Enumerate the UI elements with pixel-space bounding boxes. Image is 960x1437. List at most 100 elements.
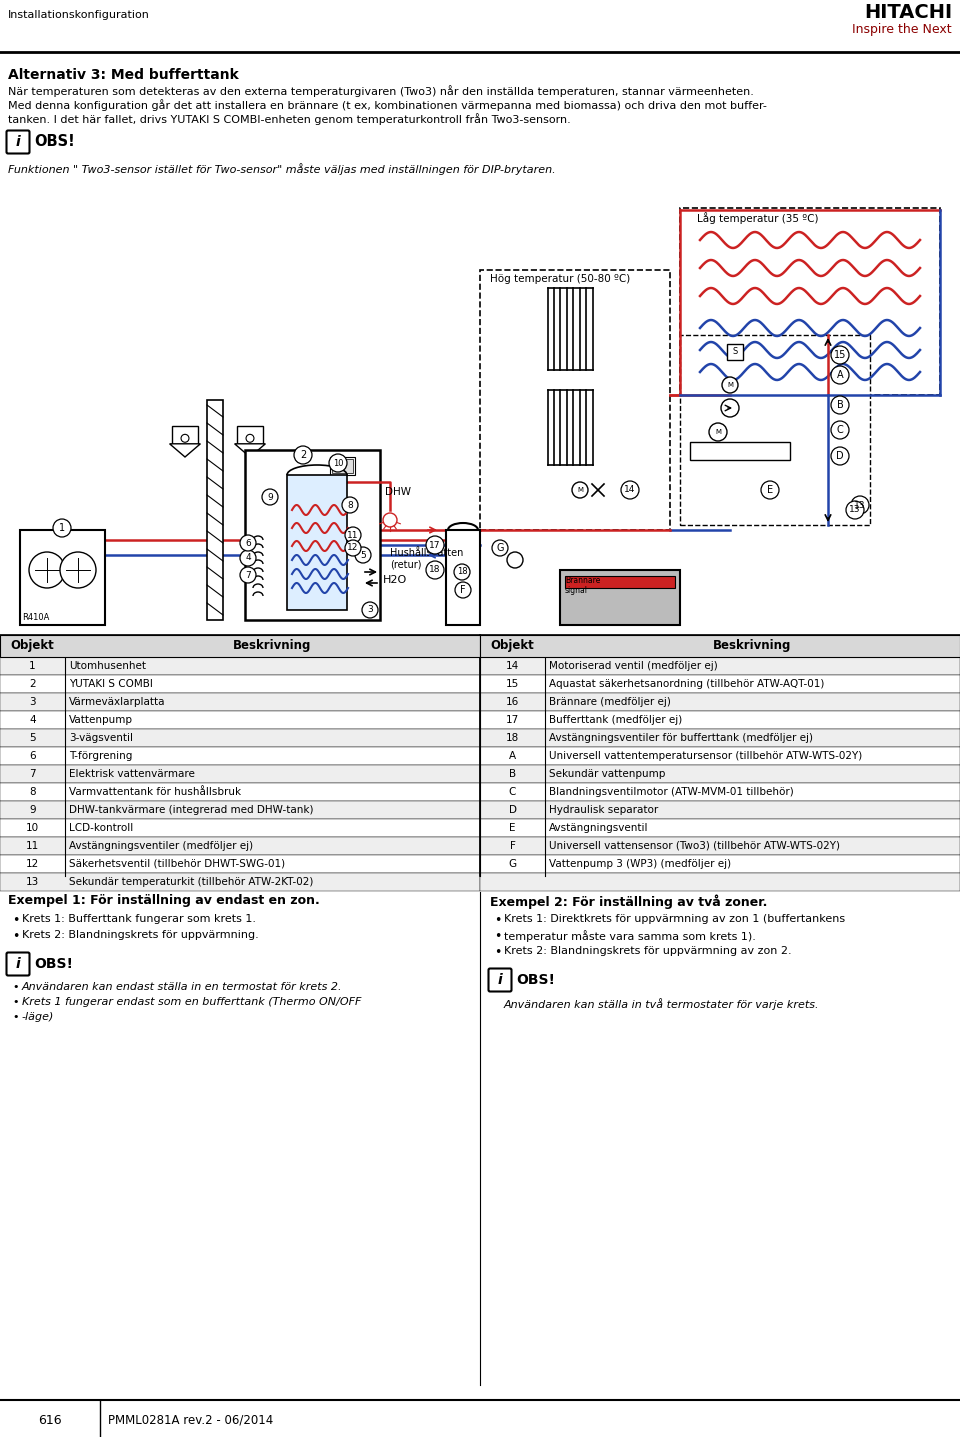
- Text: 3-vägsventil: 3-vägsventil: [69, 733, 133, 743]
- Text: Värmeväxlarplatta: Värmeväxlarplatta: [69, 697, 165, 707]
- Text: 17: 17: [506, 716, 519, 726]
- Text: 10: 10: [333, 458, 344, 467]
- Text: B: B: [836, 399, 844, 410]
- Bar: [766, 443, 768, 460]
- Bar: [756, 443, 758, 460]
- Bar: [760, 443, 762, 460]
- Circle shape: [426, 560, 444, 579]
- Bar: [0, 729, 480, 747]
- Text: 11: 11: [348, 530, 359, 539]
- Text: C: C: [836, 425, 844, 435]
- Text: 13: 13: [850, 506, 861, 514]
- Circle shape: [761, 481, 779, 499]
- Text: Installationskonfiguration: Installationskonfiguration: [8, 10, 150, 20]
- Text: Beskrivning: Beskrivning: [233, 639, 312, 652]
- Bar: [692, 443, 694, 460]
- Text: Objekt: Objekt: [11, 639, 55, 652]
- Text: i: i: [497, 973, 502, 987]
- Bar: [480, 819, 960, 836]
- Bar: [480, 783, 960, 800]
- Circle shape: [294, 445, 312, 464]
- Text: DHW: DHW: [385, 487, 411, 497]
- Bar: [764, 443, 766, 460]
- Text: S: S: [732, 348, 737, 356]
- Bar: [480, 800, 960, 819]
- Text: Sekundär vattenpump: Sekundär vattenpump: [549, 769, 665, 779]
- Text: 11: 11: [26, 841, 39, 851]
- Text: Brännare
signal: Brännare signal: [565, 576, 600, 595]
- Text: M: M: [715, 430, 721, 435]
- Text: OBS!: OBS!: [516, 973, 555, 987]
- Circle shape: [246, 434, 254, 443]
- Circle shape: [846, 502, 864, 519]
- Text: H2O: H2O: [383, 575, 407, 585]
- Circle shape: [383, 513, 397, 527]
- Text: 9: 9: [29, 805, 36, 815]
- Text: Krets 1: Direktkrets för uppvärmning av zon 1 (buffertankens: Krets 1: Direktkrets för uppvärmning av …: [504, 914, 845, 924]
- Bar: [762, 443, 764, 460]
- Text: D: D: [836, 451, 844, 461]
- Circle shape: [345, 540, 361, 556]
- Text: 17: 17: [429, 540, 441, 549]
- Bar: [560, 570, 680, 625]
- Bar: [726, 443, 728, 460]
- Text: 9: 9: [267, 493, 273, 502]
- Text: Låg temperatur (35 ºC): Låg temperatur (35 ºC): [697, 213, 819, 224]
- Bar: [768, 443, 770, 460]
- Circle shape: [831, 397, 849, 414]
- Text: 18: 18: [429, 566, 441, 575]
- Bar: [0, 675, 480, 693]
- Bar: [332, 458, 353, 473]
- Bar: [712, 443, 714, 460]
- Bar: [784, 443, 786, 460]
- Bar: [758, 443, 760, 460]
- Bar: [480, 635, 960, 657]
- Text: Användaren kan endast ställa in en termostat för krets 2.: Användaren kan endast ställa in en termo…: [22, 981, 343, 992]
- Circle shape: [329, 454, 347, 471]
- Text: E: E: [509, 823, 516, 833]
- Text: Universell vattentemperatursensor (tillbehör ATW-WTS-02Y): Universell vattentemperatursensor (tillb…: [549, 752, 862, 762]
- Text: Säkerhetsventil (tillbehör DHWT-SWG-01): Säkerhetsventil (tillbehör DHWT-SWG-01): [69, 859, 285, 869]
- Bar: [0, 783, 480, 800]
- Bar: [0, 855, 480, 874]
- Text: Bufferttank (medföljer ej): Bufferttank (medföljer ej): [549, 716, 683, 726]
- Text: tanken. I det här fallet, drivs YUTAKI S COMBI-enheten genom temperaturkontroll : tanken. I det här fallet, drivs YUTAKI S…: [8, 114, 571, 125]
- Bar: [716, 443, 718, 460]
- Bar: [742, 443, 744, 460]
- Text: Avstängningsventiler (medföljer ej): Avstängningsventiler (medföljer ej): [69, 841, 253, 851]
- Text: Med denna konfiguration går det att installera en brännare (t ex, kombinationen : Med denna konfiguration går det att inst…: [8, 99, 767, 111]
- Text: 4: 4: [245, 553, 251, 562]
- Bar: [724, 443, 726, 460]
- Circle shape: [455, 582, 471, 598]
- Text: Elektrisk vattenvärmare: Elektrisk vattenvärmare: [69, 769, 195, 779]
- Bar: [727, 343, 743, 361]
- Text: •: •: [12, 997, 18, 1007]
- Circle shape: [831, 421, 849, 438]
- Text: Vattenpump: Vattenpump: [69, 716, 133, 726]
- Circle shape: [53, 519, 71, 537]
- Text: 18: 18: [506, 733, 519, 743]
- Bar: [690, 443, 692, 460]
- Circle shape: [831, 346, 849, 364]
- Bar: [698, 443, 700, 460]
- Text: i: i: [15, 135, 20, 149]
- Text: 6: 6: [245, 539, 251, 547]
- Text: -läge): -läge): [22, 1012, 55, 1022]
- Text: E: E: [767, 486, 773, 494]
- FancyBboxPatch shape: [489, 969, 512, 992]
- Bar: [565, 576, 675, 588]
- Bar: [720, 443, 722, 460]
- Text: 3: 3: [29, 697, 36, 707]
- Circle shape: [240, 568, 256, 583]
- Text: C: C: [509, 787, 516, 798]
- Text: 7: 7: [245, 570, 251, 579]
- Bar: [748, 443, 750, 460]
- Bar: [738, 443, 740, 460]
- Text: Sekundär temperaturkit (tillbehör ATW-2KT-02): Sekundär temperaturkit (tillbehör ATW-2K…: [69, 877, 313, 887]
- Text: R410A: R410A: [22, 612, 49, 621]
- Circle shape: [240, 535, 256, 550]
- Bar: [207, 399, 223, 619]
- Bar: [706, 443, 708, 460]
- Text: Alternativ 3: Med bufferttank: Alternativ 3: Med bufferttank: [8, 68, 239, 82]
- Text: 14: 14: [506, 661, 519, 671]
